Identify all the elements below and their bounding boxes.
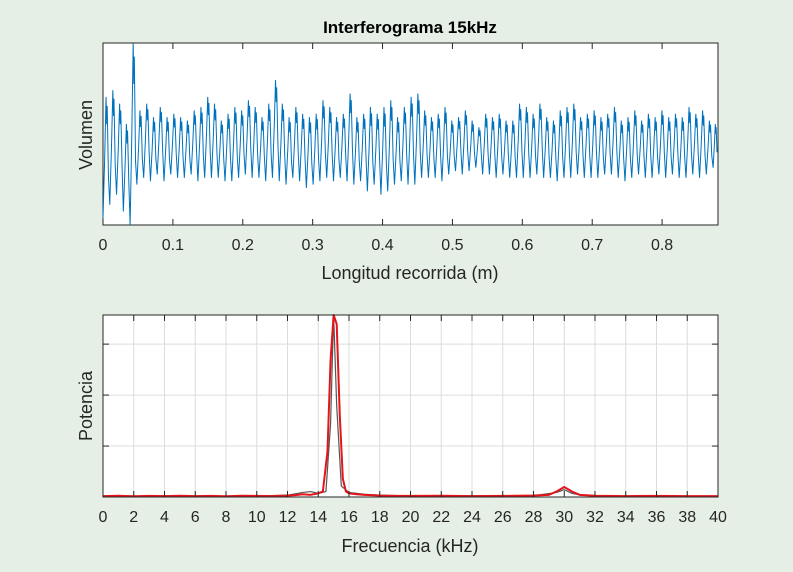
x-tick-label: 0.4 [371, 237, 393, 254]
interferogram-signal-group [102, 42, 718, 226]
x-tick-label: 0.7 [581, 237, 603, 254]
spectrum-line-primary [102, 314, 718, 498]
x-tick-label: 10 [248, 509, 266, 526]
spectrum-series-group [102, 314, 718, 498]
spectrum-grid [102, 315, 719, 497]
x-tick-label: 0 [99, 509, 108, 526]
x-tick-label: 0.6 [511, 237, 533, 254]
x-tick-label: 38 [678, 509, 696, 526]
interferogram-title: Interferograma 15kHz [323, 18, 497, 37]
spectrum-x-label: Frecuencia (kHz) [341, 536, 478, 556]
interferogram-axes: 0 0.1 0.2 0.3 0.4 0.5 0.6 0.7 0.8 Interferograma… [76, 18, 719, 283]
interferogram-y-label: Volumen [76, 100, 96, 170]
x-tick-label: 2 [129, 509, 138, 526]
x-tick-label: 36 [648, 509, 666, 526]
x-tick-label: 8 [222, 509, 231, 526]
x-tick-label: 0.2 [232, 237, 254, 254]
x-tick-label: 6 [191, 509, 200, 526]
x-tick-label: 0.1 [162, 237, 184, 254]
x-tick-label: 34 [617, 509, 635, 526]
x-tick-label: 4 [160, 509, 169, 526]
interferogram-x-ticks: 0 0.1 0.2 0.3 0.4 0.5 0.6 0.7 0.8 [99, 43, 673, 254]
x-tick-label: 0.5 [441, 237, 463, 254]
x-tick-label: 32 [586, 509, 604, 526]
x-tick-label: 24 [463, 509, 481, 526]
x-tick-label: 12 [279, 509, 297, 526]
x-tick-label: 16 [340, 509, 358, 526]
x-tick-label: 14 [309, 509, 327, 526]
x-tick-label: 20 [402, 509, 420, 526]
x-tick-label: 30 [555, 509, 573, 526]
interferogram-x-label: Longitud recorrida (m) [321, 263, 498, 283]
x-tick-label: 22 [432, 509, 450, 526]
spectrum-x-ticks: 0 2 4 6 8 10 12 14 16 18 20 22 24 26 28 30 32 34 36 38 40 [99, 315, 727, 526]
spectrum-y-label: Potencia [76, 370, 96, 441]
x-tick-label: 18 [371, 509, 389, 526]
x-tick-label: 28 [525, 509, 543, 526]
x-tick-label: 26 [494, 509, 512, 526]
x-tick-label: 40 [709, 509, 727, 526]
interferogram-signal-line [102, 42, 718, 226]
interferogram-plot-area [102, 42, 719, 226]
x-tick-label: 0.3 [302, 237, 324, 254]
spectrum-axes: 0 2 4 6 8 10 12 14 16 18 20 22 24 26 28 30 32 34 36 38 40 Fr… [76, 314, 727, 556]
x-tick-label: 0.8 [651, 237, 673, 254]
x-tick-label: 0 [99, 237, 108, 254]
